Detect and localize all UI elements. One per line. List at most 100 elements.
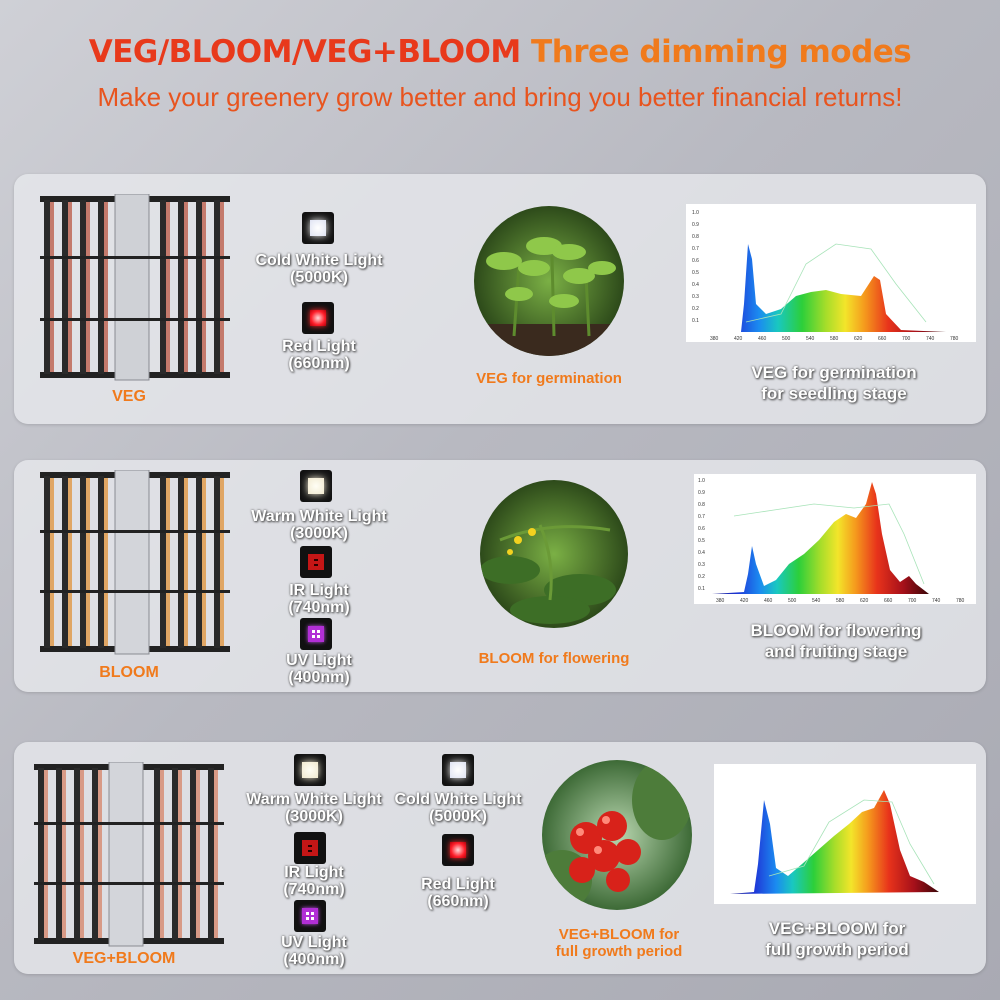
light-name: Red Light: [282, 338, 356, 355]
warm-white-led-icon: [300, 470, 332, 502]
x-tick: 460: [758, 336, 767, 342]
y-tick: 0.2: [698, 574, 705, 580]
x-tick: 460: [764, 598, 773, 604]
veg-bloom-panel: VEG+BLOOM Warm White Light (3000K) IR Lig…: [14, 742, 986, 974]
light-spec: (740nm): [283, 881, 345, 898]
y-tick: 0.8: [698, 502, 705, 508]
x-tick: 580: [836, 598, 845, 604]
x-tick: 620: [854, 336, 863, 342]
bloom-panel: BLOOM Warm White Light (3000K) IR Light (7…: [14, 460, 986, 692]
light-name: UV Light: [281, 934, 347, 951]
x-tick: 740: [932, 598, 941, 604]
x-tick: 540: [806, 336, 815, 342]
y-tick: 0.3: [698, 562, 705, 568]
x-tick: 500: [788, 598, 797, 604]
y-tick: 0.8: [692, 234, 699, 240]
x-tick: 380: [710, 336, 719, 342]
x-tick: 540: [812, 598, 821, 604]
light-spec: (400nm): [283, 951, 345, 968]
x-tick: 620: [860, 598, 869, 604]
title-rest: Three dimming modes: [520, 34, 912, 70]
light-name: IR Light: [284, 864, 344, 881]
light-spec: (3000K): [285, 808, 343, 825]
light-name: UV Light: [286, 652, 352, 669]
veg-panel: VEG Cold White Light (5000K) Red Light (66…: [14, 174, 986, 424]
y-tick: 0.6: [698, 526, 705, 532]
y-tick: 0.5: [698, 538, 705, 544]
y-tick: 0.5: [692, 270, 699, 276]
y-tick: 0.2: [692, 306, 699, 312]
y-tick: 0.7: [692, 246, 699, 252]
photo-caption: VEG+BLOOM for: [558, 926, 680, 943]
photo-caption: full growth period: [555, 943, 683, 960]
x-tick: 380: [716, 598, 725, 604]
ir-led-icon: [294, 832, 326, 864]
y-tick: 0.4: [698, 550, 705, 556]
uv-led-icon: [294, 900, 326, 932]
spectrum-caption: BLOOM for flowering: [750, 621, 922, 640]
seedling-photo: [474, 206, 624, 356]
x-tick: 580: [830, 336, 839, 342]
x-tick: 700: [908, 598, 917, 604]
x-tick: 740: [926, 336, 935, 342]
y-tick: 0.1: [692, 318, 699, 324]
light-name: Red Light: [421, 876, 495, 893]
title-modes: VEG/BLOOM/VEG+BLOOM: [88, 34, 522, 70]
mode-label: BLOOM: [99, 664, 159, 681]
spectrum-chart-image: [714, 764, 976, 904]
light-spec: (740nm): [288, 599, 350, 616]
x-tick: 420: [734, 336, 743, 342]
spectrum-caption: and fruiting stage: [764, 642, 908, 661]
light-name: IR Light: [289, 582, 349, 599]
y-tick: 1.0: [692, 210, 699, 216]
light-spec: (5000K): [429, 808, 487, 825]
cold-white-led-icon: [442, 754, 474, 786]
y-tick: 0.3: [692, 294, 699, 300]
spectrum-chart-image: 1.0 0.9 0.8 0.7 0.6 0.5 0.4 0.3 0.2 0.1 …: [694, 474, 976, 604]
y-tick: 0.7: [698, 514, 705, 520]
tomato-photo: [542, 760, 692, 910]
light-spec: (660nm): [427, 893, 489, 910]
photo-caption: BLOOM for flowering: [478, 650, 630, 667]
x-tick: 500: [782, 336, 791, 342]
spectrum-caption: VEG for germination: [751, 363, 917, 382]
red-led-icon: [302, 302, 334, 334]
light-spec: (660nm): [288, 355, 350, 372]
light-name: Warm White Light: [251, 508, 387, 525]
y-tick: 0.1: [698, 586, 705, 592]
spectrum-caption: full growth period: [765, 940, 909, 959]
mode-label: VEG: [112, 388, 146, 405]
x-tick: 660: [884, 598, 893, 604]
light-spec: (5000K): [290, 269, 348, 286]
red-led-icon: [442, 834, 474, 866]
y-tick: 0.9: [692, 222, 699, 228]
y-tick: 0.9: [698, 490, 705, 496]
y-tick: 1.0: [698, 478, 705, 484]
spectrum-caption: VEG+BLOOM for: [768, 919, 906, 938]
photo-caption: VEG for germination: [476, 370, 622, 387]
x-tick: 780: [950, 336, 959, 342]
x-tick: 780: [956, 598, 965, 604]
flowering-plant-photo: [480, 480, 628, 628]
x-tick: 700: [902, 336, 911, 342]
grow-light-fixture-image: [40, 470, 230, 655]
light-name: Warm White Light: [246, 791, 382, 808]
uv-led-icon: [300, 618, 332, 650]
grow-light-fixture-image: [34, 762, 224, 947]
grow-light-fixture-image: [40, 194, 230, 381]
x-tick: 660: [878, 336, 887, 342]
cold-white-led-icon: [302, 212, 334, 244]
light-name: Cold White Light: [255, 252, 383, 269]
light-name: Cold White Light: [394, 791, 522, 808]
warm-white-led-icon: [294, 754, 326, 786]
light-spec: (3000K): [290, 525, 348, 542]
light-spec: (400nm): [288, 669, 350, 686]
x-tick: 420: [740, 598, 749, 604]
page-title: VEG/BLOOM/VEG+BLOOM Three dimming modes: [0, 34, 1000, 70]
page-subtitle: Make your greenery grow better and bring…: [97, 82, 903, 112]
spectrum-chart-image: 1.0 0.9 0.8 0.7 0.6 0.5 0.4 0.3 0.2 0.1 …: [686, 204, 976, 342]
y-tick: 0.6: [692, 258, 699, 264]
spectrum-caption: for seedling stage: [761, 384, 907, 403]
ir-led-icon: [300, 546, 332, 578]
